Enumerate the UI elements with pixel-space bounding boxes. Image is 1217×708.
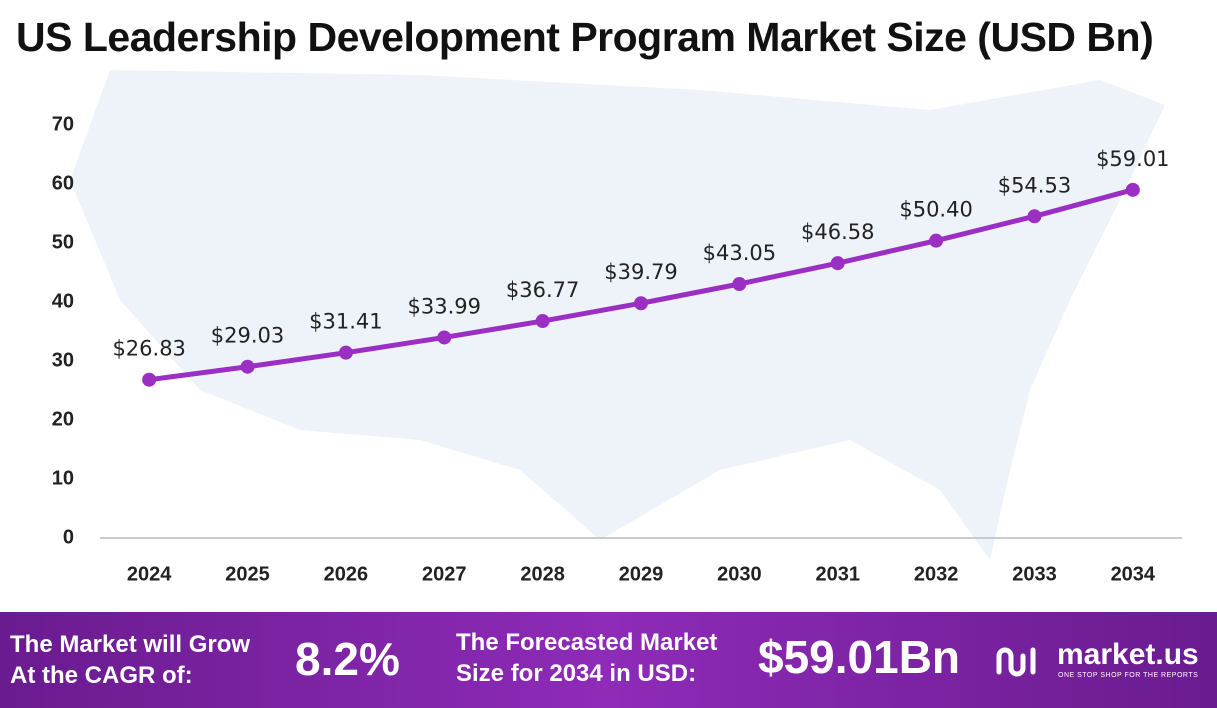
chart-title: US Leadership Development Program Market… (16, 14, 1154, 60)
x-tick-label: 2033 (1012, 563, 1057, 585)
map-background (70, 70, 1165, 560)
footer: The Market will Grow At the CAGR of: 8.2%… (0, 612, 1217, 708)
brand-logo (996, 647, 1036, 677)
forecast-value: $59.01Bn (758, 631, 961, 683)
cagr-text: The Market will Grow At the CAGR of: (10, 629, 250, 691)
forecast-text: The Forecasted Market Size for 2034 in US… (456, 627, 717, 689)
value-label: $54.53 (998, 173, 1071, 197)
point (1027, 209, 1042, 224)
value-label: $50.40 (899, 198, 972, 222)
value-label: $33.99 (408, 294, 481, 318)
x-tick-label: 2034 (1111, 563, 1156, 585)
x-tick-label: 2031 (815, 563, 860, 585)
point (1125, 182, 1140, 197)
x-tick-label: 2028 (520, 563, 565, 585)
point (535, 314, 550, 329)
value-label: $59.01 (1096, 147, 1169, 171)
value-label: $26.83 (112, 337, 185, 361)
y-tick-label: 10 (52, 467, 74, 489)
x-tick-label: 2032 (914, 563, 959, 585)
point (732, 277, 747, 292)
point (240, 359, 255, 374)
point (338, 345, 353, 360)
cagr-line: The Market will Grow (10, 631, 251, 658)
value-label: $36.77 (506, 278, 579, 302)
brand: market.us (1057, 638, 1199, 671)
cagr-value: 8.2% (295, 633, 400, 685)
y-tick-label: 20 (52, 408, 74, 430)
value-label: $29.03 (211, 324, 284, 348)
value-label: $46.58 (801, 220, 874, 244)
x-tick-label: 2025 (225, 563, 270, 585)
value-label: $43.05 (703, 241, 776, 265)
x-tick-label: 2024 (127, 563, 172, 585)
value-label: $31.41 (309, 310, 382, 334)
point (142, 372, 157, 387)
forecast-line: Size for 2034 in USD: (456, 660, 697, 687)
y-tick-label: 0 (63, 526, 74, 548)
y-tick-label: 70 (52, 113, 74, 135)
y-tick-label: 50 (52, 231, 74, 253)
x-tick-label: 2029 (619, 563, 664, 585)
point (634, 296, 648, 311)
point (437, 330, 452, 345)
y-tick-label: 60 (52, 172, 74, 194)
x-tick-label: 2026 (324, 563, 369, 585)
y-tick-label: 40 (52, 290, 74, 312)
tagline: ONE STOP SHOP FOR THE REPORTS (1058, 672, 1199, 679)
forecast-line: The Forecasted Market (456, 629, 718, 656)
x-tick-label: 2030 (717, 563, 762, 585)
cagr-line: At the CAGR of: (10, 662, 193, 689)
value-label: $39.79 (604, 260, 677, 284)
x-tick-label: 2027 (422, 563, 467, 585)
y-tick-label: 30 (52, 349, 74, 371)
point (830, 256, 845, 271)
point (929, 233, 944, 248)
